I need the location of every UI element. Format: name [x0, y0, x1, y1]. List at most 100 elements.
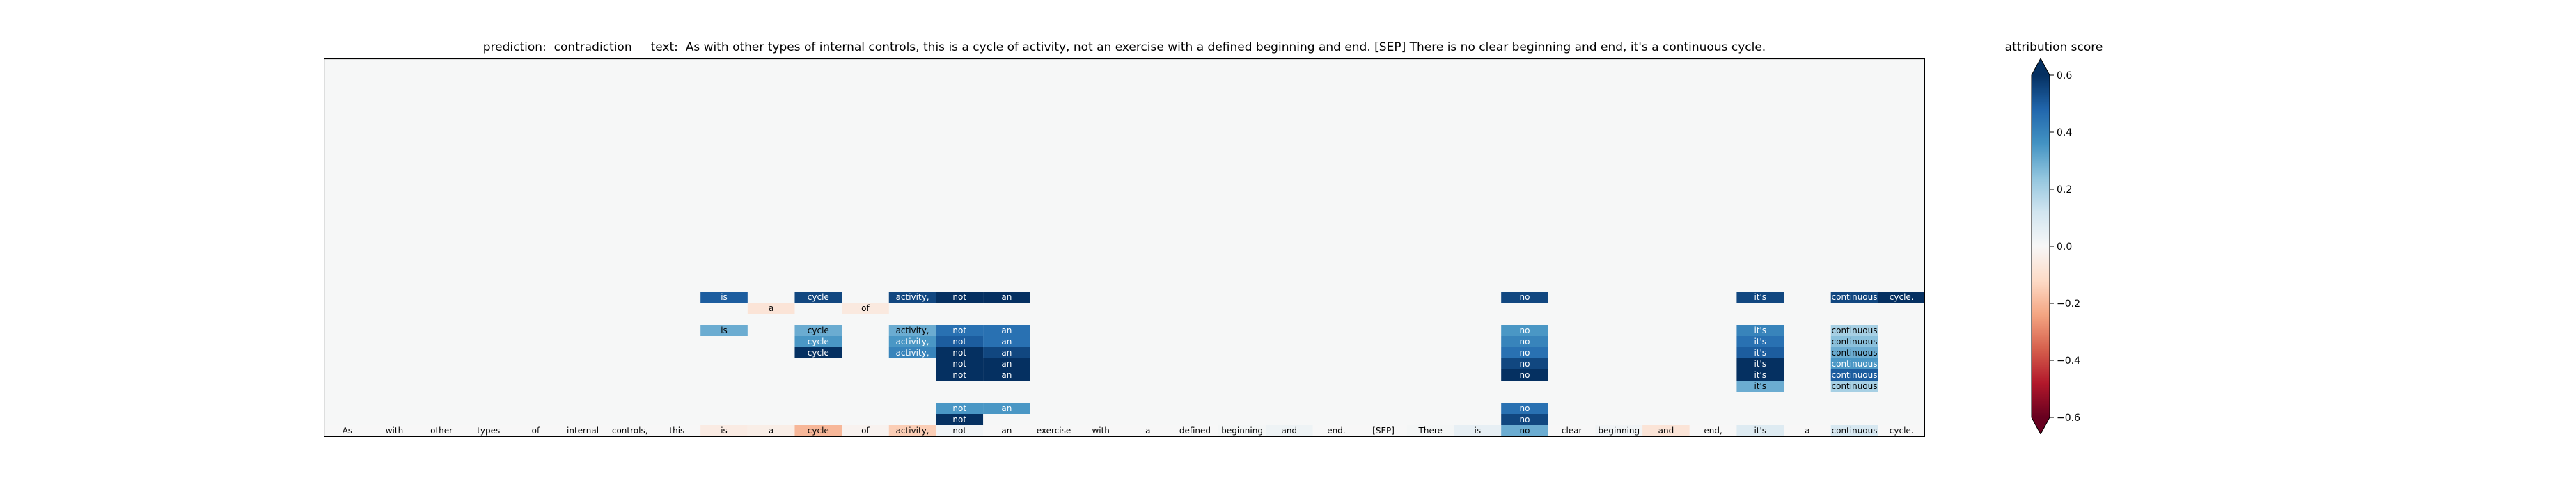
attribution-cell	[1830, 292, 1878, 303]
attribution-cell-label: activity,	[896, 348, 929, 358]
token-cell	[370, 425, 418, 436]
attribution-cell-label: it's	[1754, 359, 1766, 369]
attribution-cell	[1736, 336, 1784, 347]
attribution-cell-label: cycle.	[1890, 292, 1914, 302]
attribution-cell	[700, 292, 748, 303]
token-cell	[324, 425, 371, 436]
token-label: cycle.	[1890, 426, 1914, 436]
token-cell	[1784, 425, 1831, 436]
attribution-cell	[1501, 292, 1548, 303]
colorbar-tick-label: 0.4	[2057, 127, 2072, 138]
attribution-cell	[1501, 336, 1548, 347]
token-cell	[842, 425, 889, 436]
token-label: a	[1145, 426, 1150, 436]
attribution-cell	[1830, 381, 1878, 392]
token-label: internal	[567, 426, 599, 436]
attribution-cell-label: continuous	[1832, 326, 1878, 335]
attribution-cell-label: activity,	[896, 326, 929, 335]
attribution-cell-label: not	[952, 370, 966, 380]
attribution-cell-label: an	[1001, 404, 1012, 413]
attribution-cell-label: not	[952, 348, 966, 358]
token-cell	[983, 425, 1030, 436]
colorbar-tick-label: 0.2	[2057, 184, 2072, 195]
token-label: end,	[1704, 426, 1722, 436]
token-cell	[1030, 425, 1078, 436]
plot-frame	[324, 58, 1925, 437]
token-cell	[936, 425, 984, 436]
token-cell	[1736, 425, 1784, 436]
attribution-cell-label: no	[1520, 370, 1530, 380]
attribution-cell	[936, 358, 984, 369]
token-cell	[700, 425, 748, 436]
attribution-cell	[1830, 325, 1878, 336]
token-label: is	[1475, 426, 1482, 436]
token-cell	[747, 425, 795, 436]
attribution-cell-label: an	[1001, 359, 1012, 369]
token-label: with	[386, 426, 403, 436]
attribution-cell-label: cycle	[808, 348, 829, 358]
attribution-cell-label: no	[1520, 326, 1530, 335]
token-label: continuous	[1832, 426, 1878, 436]
token-label: and	[1658, 426, 1674, 436]
attribution-cell-label: an	[1001, 326, 1012, 335]
token-label: exercise	[1037, 426, 1071, 436]
attribution-cell-label: not	[952, 404, 966, 413]
token-label: and	[1281, 426, 1297, 436]
attribution-cell	[936, 292, 984, 303]
colorbar-tick-label: 0.0	[2057, 241, 2072, 253]
token-label: beginning	[1221, 426, 1263, 436]
attribution-cell	[1501, 347, 1548, 358]
token-label: types	[477, 426, 500, 436]
token-cell	[1406, 425, 1454, 436]
attribution-cell-label: it's	[1754, 337, 1766, 346]
token-label: an	[1001, 426, 1012, 436]
attribution-cell	[936, 414, 984, 425]
attribution-cell-label: not	[952, 359, 966, 369]
attribution-cell-label: continuous	[1832, 381, 1878, 391]
attribution-cell	[747, 303, 795, 314]
token-cell	[1218, 425, 1266, 436]
token-label: activity,	[896, 426, 929, 436]
attribution-cell	[1501, 369, 1548, 381]
attribution-cell	[1736, 347, 1784, 358]
token-cell	[1265, 425, 1313, 436]
colorbar-tick-label: −0.6	[2057, 413, 2080, 424]
token-label: of	[861, 426, 870, 436]
attribution-cell	[936, 369, 984, 381]
token-cell	[606, 425, 654, 436]
attribution-cell	[888, 336, 936, 347]
attribution-cell	[1501, 358, 1548, 369]
token-cell	[559, 425, 606, 436]
attribution-cell-label: a	[769, 303, 773, 313]
token-cell	[1548, 425, 1596, 436]
token-cell	[1501, 425, 1548, 436]
attribution-cell	[888, 292, 936, 303]
attribution-cell	[794, 292, 842, 303]
token-label: of	[532, 426, 540, 436]
attribution-cell	[936, 336, 984, 347]
attribution-cell-label: continuous	[1832, 348, 1878, 358]
attribution-cell	[1830, 336, 1878, 347]
token-cell	[794, 425, 842, 436]
attribution-cell-label: an	[1001, 292, 1012, 302]
attribution-cell	[1878, 292, 1925, 303]
colorbar-tick-label: −0.2	[2057, 298, 2080, 310]
attribution-cell	[1736, 292, 1784, 303]
attribution-cell	[700, 325, 748, 336]
token-label: There	[1418, 426, 1443, 436]
attribution-cell	[1736, 325, 1784, 336]
chart-title: prediction: contradiction text: As with …	[482, 40, 1766, 54]
token-label: it's	[1754, 426, 1766, 436]
colorbar-max-extension	[2032, 58, 2050, 75]
token-cell	[464, 425, 512, 436]
attribution-cell-label: an	[1001, 337, 1012, 346]
attribution-cell-label: continuous	[1832, 292, 1878, 302]
attribution-cell-label: continuous	[1832, 337, 1878, 346]
attribution-cell	[1830, 358, 1878, 369]
attribution-cell-label: an	[1001, 370, 1012, 380]
token-label: controls,	[612, 426, 648, 436]
attribution-cell-label: is	[721, 326, 728, 335]
attribution-cell	[1830, 369, 1878, 381]
token-label: a	[1805, 426, 1809, 436]
attribution-cell-label: no	[1520, 404, 1530, 413]
